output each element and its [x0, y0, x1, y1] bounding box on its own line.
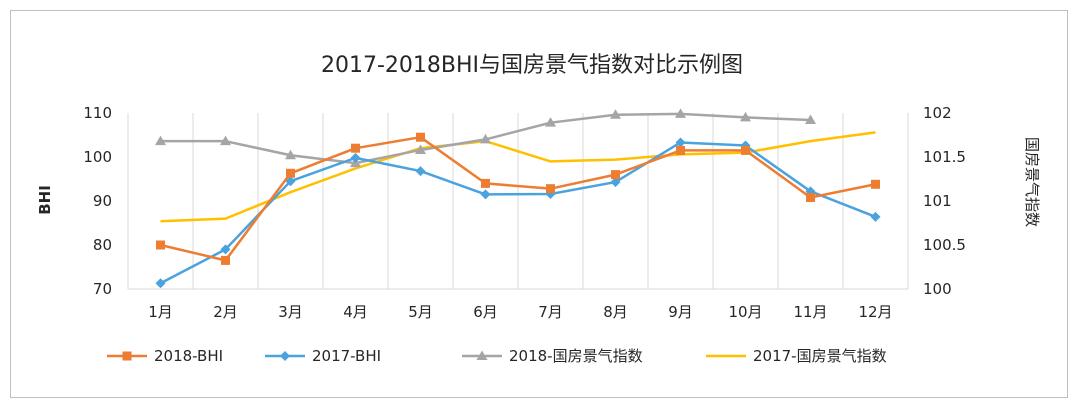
y-axis-left-ticks: 70 80 90 100 110 — [83, 104, 112, 298]
data-point — [741, 145, 750, 155]
data-point — [870, 211, 881, 222]
legend-swatch-marker — [280, 351, 290, 361]
legend-label: 2018-国房景气指数 — [509, 347, 643, 365]
y-right-tick-label: 100 — [923, 280, 952, 298]
data-point — [871, 179, 880, 189]
series-line — [160, 135, 876, 262]
series-line — [160, 131, 876, 223]
data-point — [415, 166, 426, 177]
data-point — [480, 189, 491, 200]
y-axis-right-label: 国房景气指数 — [1023, 137, 1041, 227]
y-left-tick-label: 80 — [93, 236, 112, 254]
x-tick-label: 11月 — [793, 303, 827, 321]
x-tick-label: 9月 — [668, 303, 693, 321]
x-tick-label: 6月 — [473, 303, 498, 321]
data-point — [221, 255, 230, 265]
data-point — [546, 184, 555, 194]
legend-swatch-marker — [122, 351, 132, 361]
y-axis-left-label: BHI — [36, 185, 54, 215]
y-right-tick-label: 102 — [923, 104, 952, 122]
data-point — [676, 145, 685, 155]
data-point — [611, 170, 620, 180]
data-point — [155, 135, 166, 146]
data-point — [350, 152, 361, 163]
legend-label: 2017-BHI — [312, 347, 381, 365]
x-axis-ticks: 1月 2月 3月 4月 5月 6月 7月 8月 9月 10月 11月 12月 — [148, 303, 892, 321]
data-point — [415, 144, 426, 154]
x-tick-label: 1月 — [148, 303, 173, 321]
y-right-tick-label: 101.5 — [923, 148, 966, 166]
data-point — [416, 132, 425, 142]
y-left-tick-label: 100 — [83, 148, 112, 166]
legend-label: 2017-国房景气指数 — [753, 347, 887, 365]
legend-item: 2017-BHI — [265, 347, 381, 365]
y-right-tick-label: 100.5 — [923, 236, 966, 254]
data-point — [481, 178, 490, 188]
series-2018-BHI — [156, 132, 880, 265]
chart-title: 2017-2018BHI与国房景气指数对比示例图 — [321, 53, 743, 78]
data-point — [286, 168, 295, 178]
x-tick-label: 4月 — [343, 303, 368, 321]
y-left-tick-label: 110 — [83, 104, 112, 122]
data-point — [740, 111, 751, 122]
series-layer — [155, 108, 881, 289]
series-2017-国房景气指数 — [160, 131, 876, 223]
x-tick-label: 7月 — [538, 303, 563, 321]
data-point — [155, 278, 166, 289]
x-tick-label: 2月 — [213, 303, 238, 321]
series-2018-国房景气指数 — [155, 108, 816, 168]
data-point — [545, 117, 556, 127]
data-point — [220, 244, 231, 255]
y-right-tick-label: 101 — [923, 192, 952, 210]
data-point — [156, 240, 165, 250]
data-point — [675, 137, 686, 148]
data-point — [480, 133, 491, 144]
data-point — [675, 108, 686, 118]
chart-frame — [10, 10, 1068, 398]
y-left-tick-label: 90 — [93, 192, 112, 210]
x-tick-label: 5月 — [408, 303, 433, 321]
x-tick-label: 8月 — [603, 303, 628, 321]
legend-item: 2018-国房景气指数 — [462, 347, 643, 365]
legend: 2018-BHI 2017-BHI 2018-国房景气指数 2017-国房景气指数 — [107, 347, 887, 365]
legend-item: 2017-国房景气指数 — [706, 347, 887, 365]
data-point — [220, 135, 231, 146]
grid-lines — [127, 113, 909, 290]
data-point — [610, 177, 621, 188]
y-left-tick-label: 70 — [93, 280, 112, 298]
x-tick-label: 3月 — [278, 303, 303, 321]
data-point — [805, 114, 816, 125]
data-point — [351, 143, 360, 153]
legend-swatch-marker — [476, 350, 488, 360]
x-tick-label: 12月 — [858, 303, 892, 321]
data-point — [806, 192, 815, 202]
y-axis-right-ticks: 100 100.5 101 101.5 102 — [923, 104, 966, 298]
series-line — [159, 141, 876, 285]
legend-label: 2018-BHI — [154, 347, 223, 365]
data-point — [285, 149, 296, 160]
legend-item: 2018-BHI — [107, 347, 223, 365]
data-point — [610, 109, 621, 119]
x-tick-label: 10月 — [728, 303, 762, 321]
